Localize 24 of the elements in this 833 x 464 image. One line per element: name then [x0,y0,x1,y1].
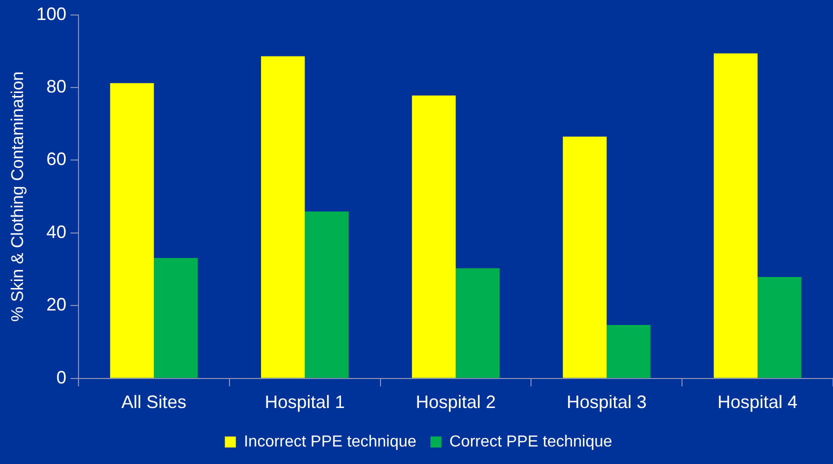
x-tick-label: Hospital 4 [718,392,798,412]
y-tick-label: 0 [56,367,66,388]
legend-label: Incorrect PPE technique [244,433,416,450]
y-axis-title: % Skin & Clothing Contamination [8,71,27,322]
y-tick-label: 80 [46,76,66,96]
bar [562,136,607,378]
bar [758,276,802,378]
x-tick-label: Hospital 2 [416,392,496,412]
y-tick-label: 20 [46,294,66,315]
x-tick-label: Hospital 3 [566,392,647,412]
bar [110,83,154,378]
bar [606,324,650,378]
y-tick-label: 100 [36,4,66,24]
x-tick-label: All Sites [121,392,186,412]
x-tick-label: Hospital 1 [264,392,345,412]
bar [154,258,198,378]
bar [261,56,305,378]
bar [412,96,456,378]
legend-label: Correct PPE technique [449,433,612,450]
bar [714,53,758,378]
y-tick-label: 40 [46,222,66,242]
bar [304,212,349,378]
bar [456,268,500,378]
y-tick-label: 60 [46,149,66,170]
